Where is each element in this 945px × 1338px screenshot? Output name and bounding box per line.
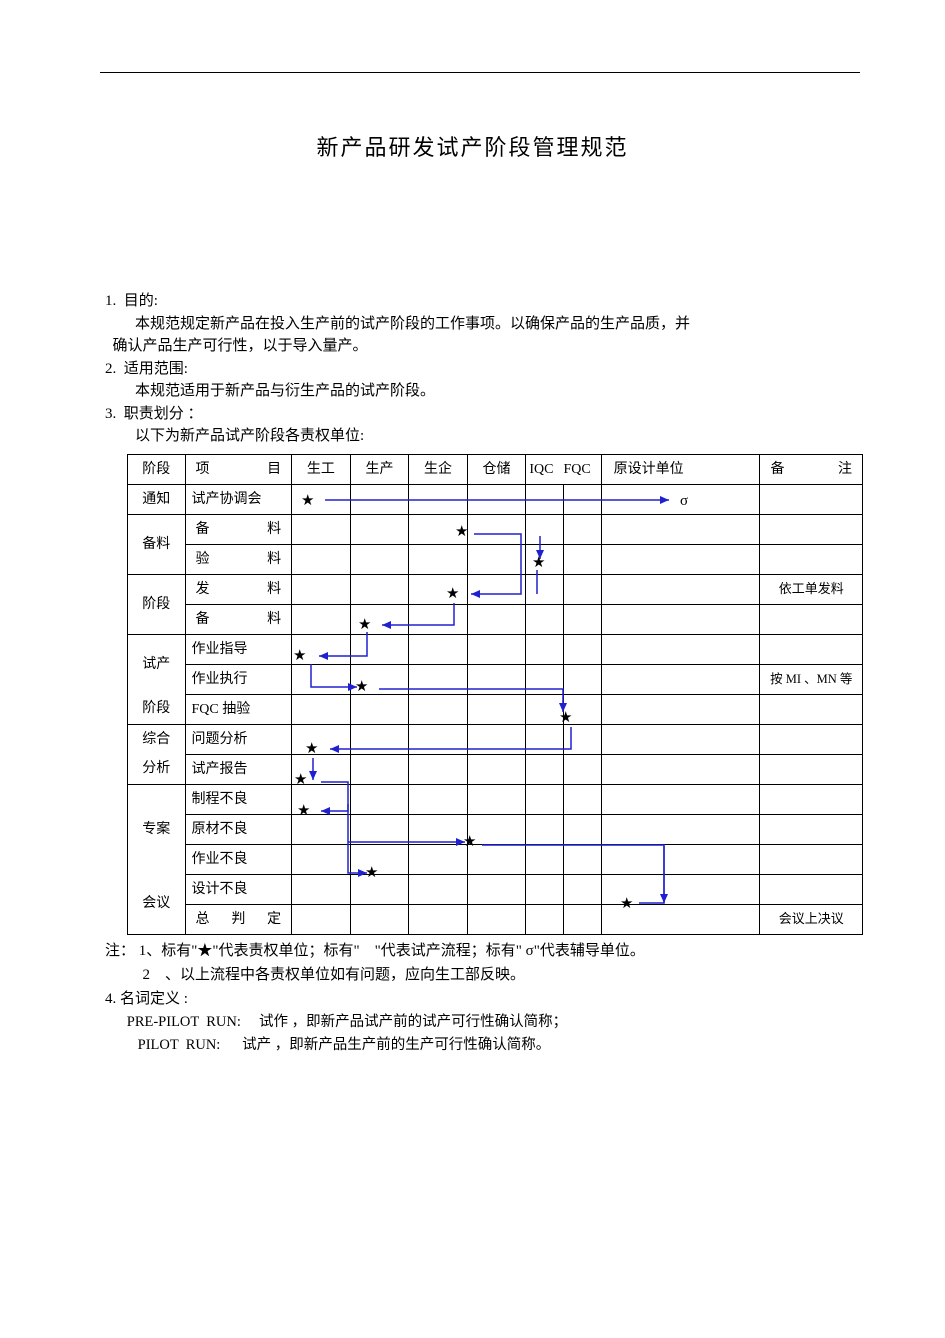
phase-analysis2: 分析 — [128, 754, 186, 784]
row-r5: 试产 作业指导 — [128, 634, 863, 664]
h-c5r: FQC — [563, 454, 601, 484]
r9-remark — [760, 754, 863, 784]
r4-item: 备 料 — [185, 604, 292, 634]
r13-remark — [760, 874, 863, 904]
phase-analysis1: 综合 — [128, 724, 186, 754]
s1-body1: 本规范规定新产品在投入生产前的试产阶段的工作事项。以确保产品的生产品质，并 — [105, 313, 860, 336]
def2-lbl: PILOT RUN: — [138, 1037, 221, 1053]
def1-lbl: PRE-PILOT RUN: — [127, 1014, 241, 1030]
r14-item: 总 判 定 — [185, 904, 292, 934]
row-r7: 阶段 FQC 抽验 — [128, 694, 863, 724]
s2-body: 本规范适用于新产品与衍生产品的试产阶段。 — [105, 380, 860, 403]
phase-step2: 阶段 — [128, 694, 186, 724]
r0-item: 试产协调会 — [185, 484, 292, 514]
note1-pre: 注： — [105, 943, 135, 959]
r3-item: 发 料 — [185, 574, 292, 604]
s4-label: 名词定义 : — [120, 991, 188, 1007]
s4-num: 4. — [105, 991, 116, 1007]
s1-label: 目的: — [124, 293, 158, 309]
h-c2: 生产 — [350, 454, 409, 484]
def1-body: 试作 ，即新产品试产前的试产可行性确认简称； — [259, 1014, 567, 1030]
def2-body: 试产 ，即新产品生产前的生产可行性确认简称。 — [242, 1037, 550, 1053]
notes-block: 注： 1、标有"★"代表责权单位；标有" "代表试产流程；标有" σ"代表辅导单… — [105, 939, 860, 1057]
r0-remark — [760, 484, 863, 514]
page-title: 新产品研发试产阶段管理规范 — [0, 130, 945, 162]
note2: 2 、以上流程中各责权单位如有问题，应向生工部反映。 — [105, 963, 860, 987]
r6-remark: 按 MI 、MN 等 — [760, 664, 863, 694]
responsibility-table: 阶段 项 目 生工 生产 生企 仓储 IQC FQC 原设计单位 备 注 通知 … — [127, 454, 863, 935]
h-remark: 备 注 — [760, 454, 863, 484]
h-c1: 生工 — [292, 454, 351, 484]
note1b: "代表试产流程；标有" — [375, 943, 522, 959]
r11-remark — [760, 814, 863, 844]
row-r3: 阶段 发 料 依工单发料 — [128, 574, 863, 604]
def2: PILOT RUN: 试产 ，即新产品生产前的生产可行性确认简称。 — [105, 1034, 860, 1057]
row-r9: 分析 试产报告 — [128, 754, 863, 784]
note1: 注： 1、标有"★"代表责权单位；标有" "代表试产流程；标有" σ"代表辅导单… — [105, 939, 860, 963]
row-r14: 总 判 定 会议上决议 — [128, 904, 863, 934]
phase-case: 专案 — [128, 784, 186, 874]
row-r11: 原材不良 — [128, 814, 863, 844]
r12-remark — [760, 844, 863, 874]
def1: PRE-PILOT RUN: 试作 ，即新产品试产前的试产可行性确认简称； — [105, 1011, 860, 1034]
r10-remark — [760, 784, 863, 814]
phase-meeting: 会议 — [128, 874, 186, 934]
phase-step: 阶段 — [128, 574, 186, 634]
phase-trial: 试产 — [128, 634, 186, 694]
s3-body: 以下为新产品试产阶段各责权单位: — [105, 425, 860, 448]
r2-remark — [760, 544, 863, 574]
s1-body2: 确认产品生产可行性，以于导入量产。 — [105, 335, 860, 358]
s2-num: 2. — [105, 361, 116, 377]
s2-label: 适用范围: — [124, 361, 188, 377]
row-r8: 综合 问题分析 — [128, 724, 863, 754]
row-notice: 通知 试产协调会 — [128, 484, 863, 514]
phase-notice: 通知 — [128, 484, 186, 514]
row-r2: 验 料 — [128, 544, 863, 574]
h-c6: 原设计单位 — [601, 454, 760, 484]
s3-num: 3. — [105, 406, 116, 422]
h-item: 项 目 — [185, 454, 292, 484]
r12-item: 作业不良 — [185, 844, 292, 874]
r13-item: 设计不良 — [185, 874, 292, 904]
r6-item: 作业执行 — [185, 664, 292, 694]
r4-remark — [760, 604, 863, 634]
note1c: σ"代表辅导单位。 — [526, 943, 645, 959]
row-r10: 专案 制程不良 — [128, 784, 863, 814]
s1-num: 1. — [105, 293, 116, 309]
note1a: 1、标有"★"代表责权单位；标有" — [139, 943, 360, 959]
row-r4: 备 料 — [128, 604, 863, 634]
r5-item: 作业指导 — [185, 634, 292, 664]
h-c5l: IQC — [526, 454, 564, 484]
r3-remark: 依工单发料 — [760, 574, 863, 604]
body-content: 1. 目的: 本规范规定新产品在投入生产前的试产阶段的工作事项。以确保产品的生产… — [105, 290, 860, 1057]
matrix-table: 阶段 项 目 生工 生产 生企 仓储 IQC FQC 原设计单位 备 注 通知 … — [127, 454, 863, 935]
r8-item: 问题分析 — [185, 724, 292, 754]
header-row: 阶段 项 目 生工 生产 生企 仓储 IQC FQC 原设计单位 备 注 — [128, 454, 863, 484]
h-c4: 仓储 — [467, 454, 526, 484]
s2-line: 2. 适用范围: — [105, 358, 860, 381]
r14-remark: 会议上决议 — [760, 904, 863, 934]
s4-line: 4. 名词定义 : — [105, 987, 860, 1011]
r1-item: 备 料 — [185, 514, 292, 544]
row-r13: 会议 设计不良 — [128, 874, 863, 904]
row-r6: 作业执行 按 MI 、MN 等 — [128, 664, 863, 694]
s3-line: 3. 职责划分 ： — [105, 403, 860, 426]
h-phase: 阶段 — [128, 454, 186, 484]
s3-label: 职责划分 ： — [124, 406, 203, 422]
r10-item: 制程不良 — [185, 784, 292, 814]
h-c3: 生企 — [409, 454, 468, 484]
phase-prep: 备料 — [128, 514, 186, 574]
r8-remark — [760, 724, 863, 754]
r5-remark — [760, 634, 863, 664]
r7-item: FQC 抽验 — [185, 694, 292, 724]
r7-remark — [760, 694, 863, 724]
r1-remark — [760, 514, 863, 544]
r11-item: 原材不良 — [185, 814, 292, 844]
row-r12: 作业不良 — [128, 844, 863, 874]
r9-item: 试产报告 — [185, 754, 292, 784]
r2-item: 验 料 — [185, 544, 292, 574]
top-rule — [100, 72, 860, 73]
row-r1: 备料 备 料 — [128, 514, 863, 544]
s1-line: 1. 目的: — [105, 290, 860, 313]
